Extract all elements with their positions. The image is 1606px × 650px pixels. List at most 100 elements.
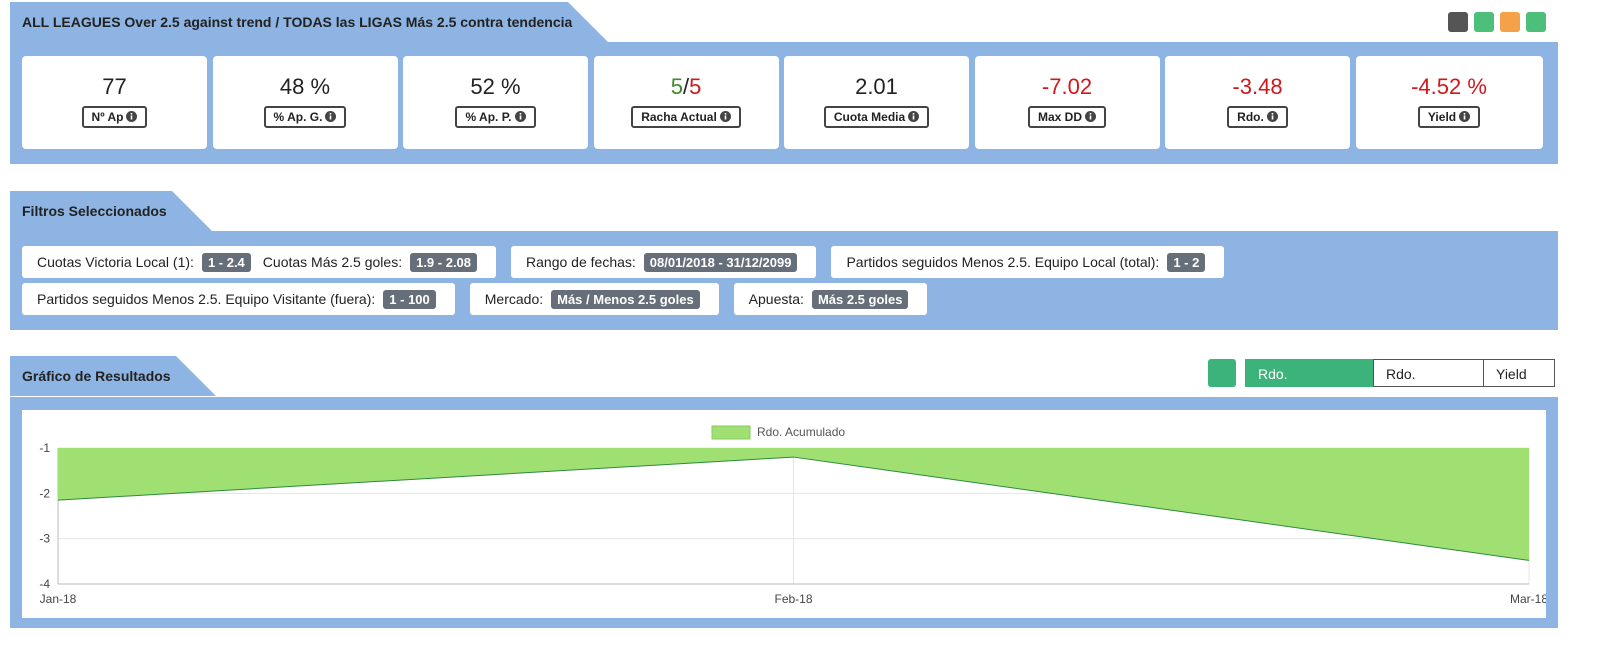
info-icon bbox=[1085, 111, 1096, 122]
stat-value-part: / bbox=[682, 74, 690, 99]
results-title: Gráfico de Resultados bbox=[22, 368, 171, 384]
chart: -4 -3 -2 -1 Jan-18 Feb-18 Mar-18 Rdo. Acumulado bbox=[22, 410, 1546, 618]
stat-value: -4.52 % bbox=[1411, 74, 1487, 99]
toggle-button[interactable]: Rdo. Mensual bbox=[1373, 359, 1484, 410]
info-bar bbox=[1089, 115, 1092, 120]
stat-value-part: 5 bbox=[689, 74, 702, 99]
filter-value: 1 - 100 bbox=[383, 289, 436, 309]
filter-label: Partidos seguidos Menos 2.5. Equipo Visi… bbox=[37, 291, 376, 307]
y-tick-label: -4 bbox=[39, 577, 50, 591]
info-dot bbox=[131, 113, 133, 115]
stat-label: Yield bbox=[1417, 106, 1481, 128]
info-bar bbox=[519, 115, 521, 120]
filter-label: Partidos seguidos Menos 2.5. Equipo Loca… bbox=[846, 254, 1160, 270]
stat-label-text: Nº Ap bbox=[91, 110, 124, 124]
stat-card: 5/5 Racha Actual bbox=[593, 56, 779, 149]
legend-swatch bbox=[711, 425, 751, 440]
info-icon bbox=[1459, 111, 1471, 122]
stat-value: -7.02 bbox=[1041, 74, 1093, 99]
info-bar bbox=[724, 115, 727, 120]
filter-label: Rango de fechas: bbox=[526, 254, 636, 270]
info-bar bbox=[131, 115, 133, 120]
results-tab: Gráfico de Resultados bbox=[10, 356, 216, 396]
y-tick-label: -3 bbox=[39, 532, 50, 546]
info-bar bbox=[912, 115, 915, 120]
chart-panel: -4 -3 -2 -1 Jan-18 Feb-18 Mar-18 Rdo. Acumulado bbox=[10, 397, 1558, 628]
stat-label: Racha Actual bbox=[631, 106, 741, 128]
filter-label: Apuesta: bbox=[748, 291, 804, 307]
stat-label-text: % Ap. G. bbox=[273, 110, 323, 124]
filter-chip: Partidos seguidos Menos 2.5. Equipo Visi… bbox=[22, 283, 455, 315]
stat-card: 77 Nº Ap bbox=[22, 56, 207, 149]
x-tick-label: Feb-18 bbox=[774, 592, 812, 606]
stat-label: Max DD bbox=[1027, 106, 1106, 128]
toggle-button[interactable]: Rdo. Acumulado bbox=[1245, 359, 1373, 410]
filter-row: Partidos seguidos Menos 2.5. Equipo Visi… bbox=[22, 283, 928, 315]
filter-label: Mercado: bbox=[484, 291, 544, 307]
filter-chip: Partidos seguidos Menos 2.5. Equipo Loca… bbox=[831, 246, 1225, 278]
filter-value: 1.9 - 2.08 bbox=[410, 252, 478, 272]
filters-panel: Cuotas Victoria Local (1): 1 - 2.4 Cuotas … bbox=[10, 231, 1558, 330]
filter-value: Más 2.5 goles bbox=[811, 289, 909, 309]
stats-panel: 77 Nº Ap 48 % % Ap. G. 52 % % Ap. P. 5/5 Racha … bbox=[10, 42, 1558, 164]
y-tick-label: -1 bbox=[39, 441, 50, 455]
info-dot bbox=[912, 113, 915, 115]
chart-download[interactable] bbox=[1208, 359, 1236, 387]
stat-card: -7.02 Max DD bbox=[974, 56, 1160, 149]
filter-value: Más / Menos 2.5 goles bbox=[551, 289, 700, 309]
filter-chip: Mercado: Más / Menos 2.5 goles bbox=[469, 283, 719, 315]
header-tab: ALL LEAGUES Over 2.5 against trend / TOD… bbox=[10, 2, 608, 42]
stat-label: Nº Ap bbox=[81, 106, 148, 128]
stat-label-text: Cuota Media bbox=[833, 110, 906, 124]
info-bar bbox=[1463, 115, 1466, 120]
info-dot bbox=[1089, 113, 1092, 115]
mail-button[interactable] bbox=[1526, 12, 1546, 32]
stat-label-text: Yield bbox=[1427, 110, 1457, 124]
line bbox=[57, 456, 1530, 561]
stat-label-text: Rdo. bbox=[1237, 110, 1264, 124]
filter-value: 1 - 2 bbox=[1167, 252, 1206, 272]
filter-chip: Apuesta: Más 2.5 goles bbox=[733, 283, 928, 315]
stat-value: 77 bbox=[102, 74, 127, 99]
stat-card: 48 % % Ap. G. bbox=[212, 56, 398, 149]
area bbox=[58, 448, 1529, 561]
filter-row: Cuotas Victoria Local (1): 1 - 2.4 Cuotas … bbox=[22, 246, 1225, 278]
info-dot bbox=[1463, 113, 1466, 115]
info-icon bbox=[126, 111, 138, 122]
filter-chip: Cuotas Victoria Local (1): 1 - 2.4 Cuotas … bbox=[22, 246, 497, 278]
header-title: ALL LEAGUES Over 2.5 against trend / TOD… bbox=[22, 14, 573, 30]
stat-value: 52 % bbox=[470, 74, 521, 99]
info-dot bbox=[519, 113, 521, 115]
stat-value: -3.48 bbox=[1232, 74, 1283, 99]
stat-card: 52 % % Ap. P. bbox=[403, 56, 588, 149]
stat-label: Rdo. bbox=[1227, 106, 1288, 128]
stat-label-text: Racha Actual bbox=[641, 110, 717, 124]
filters-tab: Filtros Seleccionados bbox=[10, 191, 212, 231]
stat-value: 2.01 bbox=[855, 74, 898, 99]
filter-label: Cuotas Victoria Local (1): bbox=[37, 254, 194, 270]
x-tick-label: Mar-18 bbox=[1510, 592, 1546, 606]
filter-value: 1 - 2.4 bbox=[201, 252, 251, 272]
legend-label: Rdo. Acumulado bbox=[757, 425, 845, 439]
stat-value: 5/5 bbox=[594, 74, 779, 104]
stat-label: % Ap. G. bbox=[263, 106, 347, 128]
stat-label-text: Max DD bbox=[1037, 110, 1082, 124]
info-bar bbox=[1271, 115, 1274, 120]
stat-label: Cuota Media bbox=[823, 106, 930, 128]
filters-title: Filtros Seleccionados bbox=[22, 203, 167, 219]
y-tick-label: -2 bbox=[39, 486, 50, 500]
filter-chip: Rango de fechas: 08/01/2018 - 31/12/2099 bbox=[511, 246, 817, 278]
stat-card: -3.48 Rdo. bbox=[1165, 56, 1350, 149]
info-icon bbox=[719, 111, 731, 122]
info-dot bbox=[1271, 113, 1274, 115]
info-dot bbox=[330, 113, 332, 115]
info-dot bbox=[724, 113, 727, 115]
toggle-button[interactable]: Yield % bbox=[1483, 359, 1555, 410]
stat-label-text: % Ap. P. bbox=[465, 110, 512, 124]
filter-label: Cuotas Más 2.5 goles: bbox=[262, 254, 403, 270]
stat-value-part: 5 bbox=[670, 74, 683, 99]
copy-button[interactable] bbox=[1448, 12, 1468, 32]
download-button[interactable] bbox=[1474, 12, 1494, 32]
share-button[interactable] bbox=[1500, 12, 1520, 32]
